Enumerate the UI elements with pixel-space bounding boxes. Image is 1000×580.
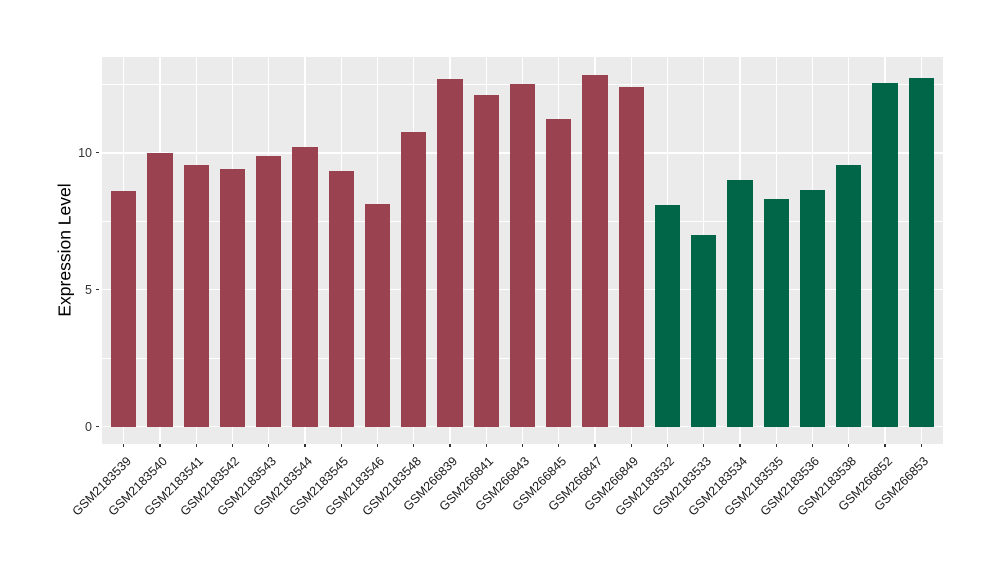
x-tick-mark [159,444,161,448]
bar [473,95,499,427]
bar [727,180,753,427]
bar [872,83,898,427]
plot-panel [102,57,943,444]
bar [183,165,209,427]
bar [328,170,354,427]
y-tick-label: 5 [85,282,92,297]
x-tick-mark [449,444,451,448]
bar [219,169,246,427]
x-tick-mark [521,444,524,448]
bar [654,204,681,427]
x-tick-mark [413,444,415,448]
x-tick-mark [703,444,705,448]
x-tick-mark [594,444,596,448]
y-axis-title: Expression Level [54,183,75,317]
x-tick-mark [123,444,125,448]
bar [582,74,608,427]
bar [546,118,572,427]
y-tick-label: 10 [78,145,92,160]
x-tick-mark [558,444,560,448]
x-tick-mark [304,444,306,448]
x-tick-mark [485,444,487,448]
bar [763,199,789,427]
x-tick-mark [884,444,886,448]
x-tick-mark [920,444,922,448]
bar [256,155,282,427]
x-tick-mark [268,444,270,448]
bar [836,165,862,427]
x-tick-mark [666,444,669,448]
x-tick-mark [739,444,741,448]
bar [799,189,826,427]
y-tick-mark [96,152,100,154]
bar [908,77,934,427]
bar [437,78,463,427]
y-tick-mark [96,426,100,428]
bar [401,132,427,427]
bar [111,191,137,427]
x-tick-mark [848,444,850,448]
bar [509,84,536,427]
bar [364,203,391,427]
x-tick-mark [340,444,342,448]
y-tick-label: 0 [85,419,92,434]
x-tick-mark [811,444,814,448]
x-tick-mark [775,444,777,448]
bar [292,147,318,427]
x-tick-mark [231,444,234,448]
y-tick-mark [96,289,100,291]
x-tick-mark [630,444,632,448]
bar [147,152,173,427]
bar [691,235,717,427]
x-tick-mark [376,444,379,448]
x-tick-mark [195,444,197,448]
bar [618,87,644,427]
